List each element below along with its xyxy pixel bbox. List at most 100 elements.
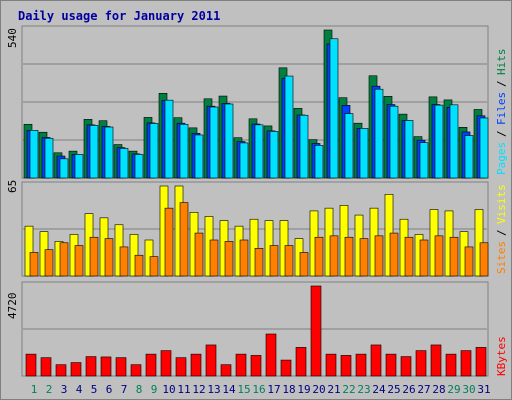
bar-sites-day-1 <box>29 252 39 277</box>
bar-pages-day-3 <box>59 158 69 179</box>
bottom-legend: KBytes <box>495 336 508 376</box>
x-tick-label: 22 <box>342 383 355 396</box>
bar-sites-day-27 <box>419 239 429 277</box>
bar-kbytes-day-16 <box>250 355 262 377</box>
bar-visits-day-16 <box>249 218 259 277</box>
bar-pages-day-4 <box>74 154 84 179</box>
x-tick-label: 24 <box>372 383 386 396</box>
bar-sites-day-29 <box>449 236 459 277</box>
x-tick-label: 6 <box>106 383 113 396</box>
bar-pages-day-20 <box>314 145 324 179</box>
bar-pages-day-15 <box>239 142 249 179</box>
chart-marks <box>23 29 489 377</box>
bar-kbytes-day-6 <box>100 356 112 377</box>
bar-sites-day-28 <box>434 235 444 277</box>
x-tick-label: 31 <box>477 383 490 396</box>
x-tick-label: 16 <box>252 383 265 396</box>
bar-sites-day-18 <box>284 245 294 277</box>
legend-sites: Sites <box>495 241 508 274</box>
bar-pages-day-8 <box>134 154 144 179</box>
bar-pages-day-26 <box>404 120 414 179</box>
x-tick-label: 14 <box>222 383 236 396</box>
bar-kbytes-day-17 <box>265 333 277 377</box>
bar-kbytes-day-19 <box>295 347 307 377</box>
bar-pages-day-1 <box>29 130 39 179</box>
bar-kbytes-day-3 <box>55 364 67 377</box>
bar-sites-day-13 <box>209 239 219 277</box>
bar-kbytes-day-23 <box>355 353 367 377</box>
top-legend: Pages / Files / Hits <box>495 49 508 176</box>
bar-pages-day-11 <box>179 123 189 179</box>
bar-sites-day-3 <box>59 242 69 277</box>
x-tick-label: 18 <box>282 383 295 396</box>
bar-sites-day-14 <box>224 241 234 277</box>
x-tick-label: 2 <box>46 383 53 396</box>
bar-kbytes-day-26 <box>400 356 412 377</box>
x-tick-label: 21 <box>327 383 340 396</box>
bar-sites-day-26 <box>404 236 414 277</box>
bar-sites-day-16 <box>254 248 264 277</box>
bar-sites-day-31 <box>479 242 489 277</box>
x-tick-label: 17 <box>267 383 280 396</box>
bar-kbytes-day-14 <box>220 364 232 377</box>
middle-legend: Sites / Visits <box>495 184 508 274</box>
bar-kbytes-day-4 <box>70 362 82 377</box>
bar-kbytes-day-12 <box>190 353 202 377</box>
bar-pages-day-14 <box>224 103 234 179</box>
legend-sep-2: / <box>495 80 508 87</box>
bar-sites-day-20 <box>314 236 324 277</box>
x-axis-labels: 1 2 3 4 5 6 7 8 9 10 11 12 13 14 15 16 17 18 19 20 21 22 23 24 2… <box>31 383 491 396</box>
bar-sites-day-12 <box>194 232 204 277</box>
bar-pages-day-12 <box>194 134 204 179</box>
legend-kbytes: KBytes <box>495 336 508 376</box>
bar-sites-day-22 <box>344 236 354 277</box>
bar-sites-day-8 <box>134 254 144 277</box>
x-tick-label: 11 <box>177 383 190 396</box>
bar-kbytes-day-10 <box>160 350 172 377</box>
bar-kbytes-day-28 <box>430 344 442 377</box>
bar-pages-day-24 <box>374 88 384 179</box>
x-tick-label: 29 <box>447 383 460 396</box>
x-tick-label: 25 <box>387 383 400 396</box>
bar-kbytes-day-18 <box>280 359 292 377</box>
legend-pages: Pages <box>495 142 508 175</box>
bar-pages-day-13 <box>209 106 219 179</box>
chart-title: Daily usage for January 2011 <box>18 9 220 23</box>
bar-sites-day-15 <box>239 239 249 277</box>
x-tick-label: 13 <box>207 383 220 396</box>
bar-kbytes-day-21 <box>325 353 337 377</box>
bar-sites-day-9 <box>149 256 159 277</box>
bar-pages-day-29 <box>449 104 459 179</box>
legend-visits: Visits <box>495 184 508 224</box>
bar-pages-day-27 <box>419 142 429 179</box>
x-tick-label: 10 <box>162 383 175 396</box>
bar-pages-day-19 <box>299 114 309 179</box>
bar-kbytes-day-7 <box>115 357 127 377</box>
bar-pages-day-17 <box>269 131 279 179</box>
x-tick-label: 26 <box>402 383 415 396</box>
legend-hits: Hits <box>495 49 508 76</box>
bar-sites-day-6 <box>104 238 114 277</box>
bar-kbytes-day-20 <box>310 285 322 377</box>
x-tick-label: 4 <box>76 383 83 396</box>
bar-pages-day-30 <box>464 135 474 179</box>
bar-kbytes-day-15 <box>235 353 247 377</box>
x-tick-label: 7 <box>121 383 128 396</box>
bar-visits-day-1 <box>24 225 34 277</box>
x-tick-label: 1 <box>31 383 38 396</box>
bar-pages-day-6 <box>104 126 114 179</box>
bar-sites-day-23 <box>359 238 369 277</box>
x-tick-label: 12 <box>192 383 205 396</box>
x-tick-label: 20 <box>312 383 325 396</box>
x-tick-label: 30 <box>462 383 475 396</box>
bar-kbytes-day-1 <box>25 353 37 377</box>
x-tick-label: 3 <box>61 383 68 396</box>
bar-sites-day-24 <box>374 235 384 277</box>
x-tick-label: 15 <box>237 383 250 396</box>
top-ymax-label: 540 <box>6 28 19 48</box>
bar-pages-day-9 <box>149 123 159 179</box>
bar-kbytes-day-2 <box>40 357 52 377</box>
bar-kbytes-day-11 <box>175 357 187 377</box>
bar-sites-day-5 <box>89 236 99 277</box>
